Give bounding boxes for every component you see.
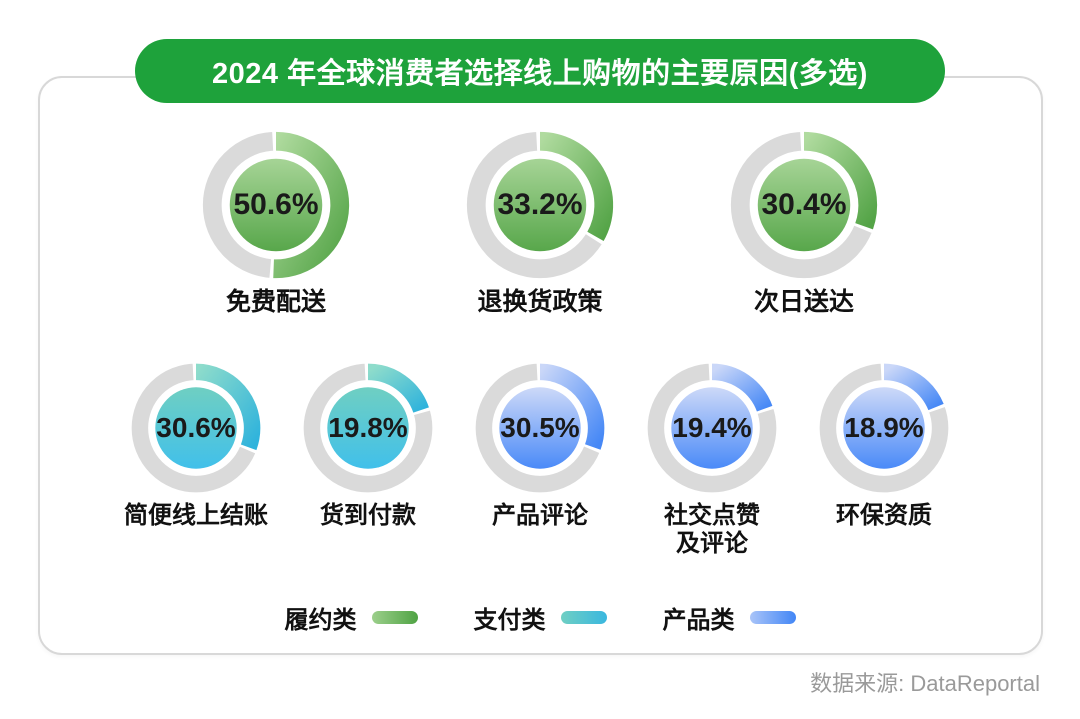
donut-label: 简便线上结账 — [124, 502, 268, 529]
donut-percent: 30.6% — [156, 412, 236, 443]
donut-item: 30.5% 产品评论 — [465, 362, 615, 530]
donut-item: 18.9% 环保资质 — [809, 362, 959, 530]
product-color-swatch — [749, 611, 796, 624]
donut-item: 50.6% 免费配送 — [191, 130, 361, 317]
legend-item-product: 产品类 — [663, 600, 796, 635]
legend-label: 支付类 — [473, 607, 546, 634]
donut-item: 30.4% 次日送达 — [719, 130, 889, 317]
donut-percent: 33.2% — [497, 188, 583, 221]
legend-label: 产品类 — [662, 607, 735, 634]
chart-title-pill: 2024 年全球消费者选择线上购物的主要原因(多选) — [135, 39, 945, 103]
payment-color-swatch — [560, 611, 607, 624]
donut-label: 环保资质 — [836, 502, 932, 529]
donut-label: 退换货政策 — [477, 288, 603, 316]
chart-title: 2024 年全球消费者选择线上购物的主要原因(多选) — [212, 58, 868, 90]
source-text: 数据来源: DataReportal — [810, 671, 1040, 696]
donut-label: 次日送达 — [753, 288, 854, 316]
legend-item-payment: 支付类 — [474, 600, 607, 635]
legend-label: 履约类 — [284, 607, 357, 634]
donut-ring: 19.4% — [646, 362, 778, 494]
donut-ring: 30.6% — [130, 362, 262, 494]
donut-percent: 19.4% — [672, 412, 752, 443]
donut-ring: 30.5% — [474, 362, 606, 494]
legend-item-fulfillment: 履约类 — [285, 600, 418, 635]
donut-percent: 30.4% — [761, 188, 847, 221]
donut-ring: 33.2% — [465, 130, 615, 280]
donut-ring: 19.8% — [302, 362, 434, 494]
donut-percent: 30.5% — [500, 412, 580, 443]
donut-item: 19.4% 社交点赞 及评论 — [637, 362, 787, 557]
donut-label: 社交点赞 及评论 — [664, 502, 760, 557]
donut-ring: 18.9% — [818, 362, 950, 494]
donut-ring: 30.4% — [729, 130, 879, 280]
donut-item: 33.2% 退换货政策 — [455, 130, 625, 317]
donut-row-top: 50.6% 免费配送 33.2% 退换货政策 30.4% 次日送达 — [0, 130, 1080, 317]
donut-label: 货到付款 — [320, 502, 416, 529]
donut-item: 19.8% 货到付款 — [293, 362, 443, 530]
donut-label: 产品评论 — [492, 502, 588, 529]
donut-percent: 50.6% — [233, 188, 319, 221]
legend: 履约类 支付类 产品类 — [0, 600, 1080, 635]
donut-item: 30.6% 简便线上结账 — [121, 362, 271, 530]
donut-percent: 19.8% — [328, 412, 408, 443]
donut-percent: 18.9% — [844, 412, 924, 443]
fulfillment-color-swatch — [371, 611, 418, 624]
donut-ring: 50.6% — [201, 130, 351, 280]
donut-label: 免费配送 — [225, 288, 326, 316]
donut-row-bottom: 30.6% 简便线上结账 19.8% 货到付款 30.5% 产品评论 19.4% 社交点赞 及… — [0, 362, 1080, 557]
